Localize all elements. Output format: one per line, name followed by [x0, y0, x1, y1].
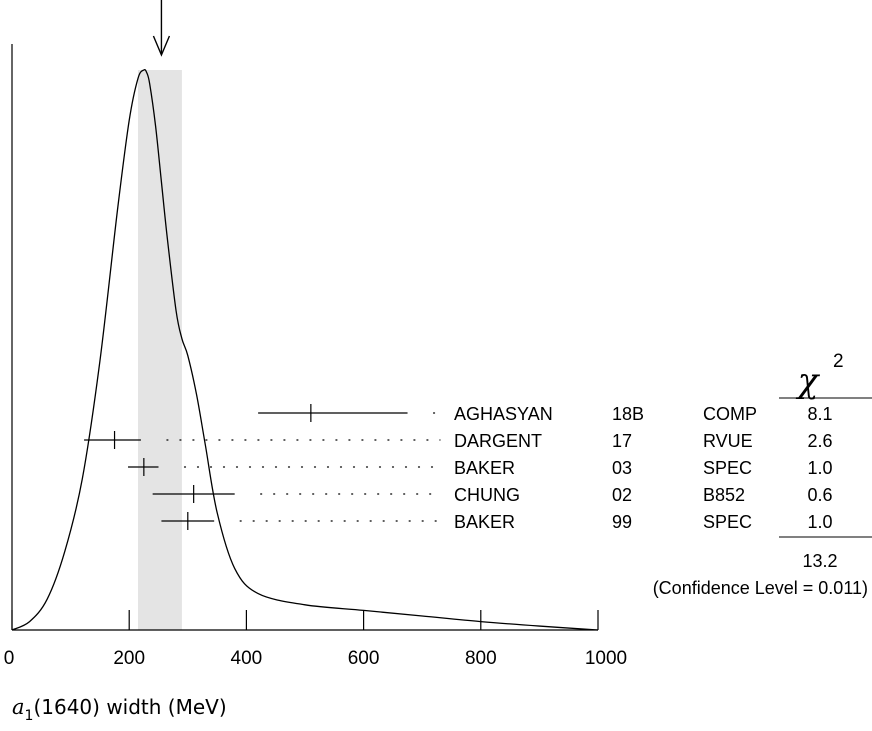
measurement-year: 03 — [612, 458, 632, 478]
measurement-chi2: 1.0 — [807, 512, 832, 532]
x-tick-label: 600 — [348, 648, 380, 669]
average-error-band — [137, 70, 182, 630]
average-arrow-head — [152, 35, 171, 57]
ideogram-curve-layer — [11, 69, 599, 631]
measurement-chi2: 2.6 — [807, 431, 832, 451]
chi2-header: χ — [796, 361, 821, 401]
x-tick-label: 0 — [4, 648, 15, 669]
measurement-author: BAKER — [454, 512, 515, 532]
measurement-technique: RVUE — [703, 431, 753, 451]
measurement-chi2: 1.0 — [807, 458, 832, 478]
measurement-author: CHUNG — [454, 485, 520, 505]
axes: 0 200 400 600 800 1000 — [4, 44, 627, 669]
measurement-year: 99 — [612, 512, 632, 532]
axis-labels: a1(1640) width (MeV) — [12, 695, 227, 724]
x-tick-label: 400 — [231, 648, 263, 669]
measurement-author: BAKER — [454, 458, 515, 478]
chi2-total: 13.2 — [802, 551, 837, 571]
measurement-technique: COMP — [703, 404, 757, 424]
chi2-header-superscript: 2 — [833, 351, 844, 372]
measurement-year: 02 — [612, 485, 632, 505]
measurement-technique: SPEC — [703, 458, 752, 478]
measurement-year: 18B — [612, 404, 644, 424]
measurement-author: AGHASYAN — [454, 404, 553, 424]
x-axis-label-rest: (1640) width (MeV) — [33, 695, 226, 719]
measurement-rows: AGHASYAN 18B COMP 8.1 DARGENT 17 RVUE 2.6 BAKER 0… — [84, 351, 872, 598]
confidence-level: (Confidence Level = 0.011) — [653, 578, 868, 598]
measurement-technique: B852 — [703, 485, 745, 505]
ideogram-curve — [11, 69, 599, 631]
x-tick-label: 200 — [113, 648, 145, 669]
x-tick-label: 800 — [465, 648, 497, 669]
measurement-chi2: 8.1 — [807, 404, 832, 424]
measurement-technique: SPEC — [703, 512, 752, 532]
measurement-chi2: 0.6 — [807, 485, 832, 505]
x-axis-label-subscript: 1 — [25, 708, 34, 724]
x-tick-label: 1000 — [585, 648, 627, 669]
average-error-band-layer — [137, 0, 182, 630]
measurement-author: DARGENT — [454, 431, 542, 451]
measurement-year: 17 — [612, 431, 632, 451]
x-axis-label: a1(1640) width (MeV) — [12, 695, 227, 724]
x-axis-label-symbol: a — [12, 695, 25, 719]
